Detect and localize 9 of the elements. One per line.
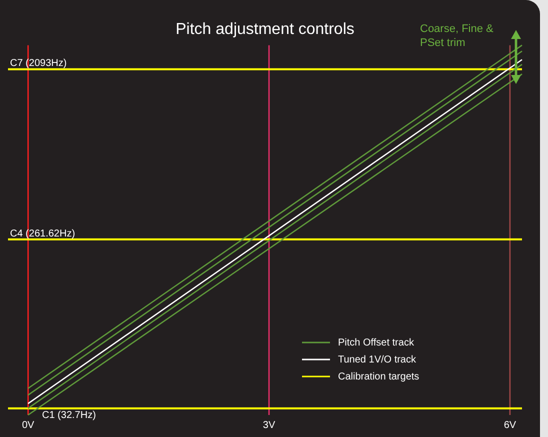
legend-label: Pitch Offset track (338, 337, 415, 348)
x-tick-label: 6V (504, 420, 516, 431)
legend-label: Tuned 1V/O track (338, 354, 417, 366)
legend-label: Calibration targets (338, 371, 420, 382)
annotation: C1 (32.7Hz) (42, 410, 96, 422)
chart-title: Pitch adjustment controls (176, 21, 354, 38)
x-tick-label: 3V (262, 420, 276, 431)
x-tick-label: 0V (22, 420, 35, 431)
annotation: Coarse, Fine & PSet trim (420, 22, 494, 50)
